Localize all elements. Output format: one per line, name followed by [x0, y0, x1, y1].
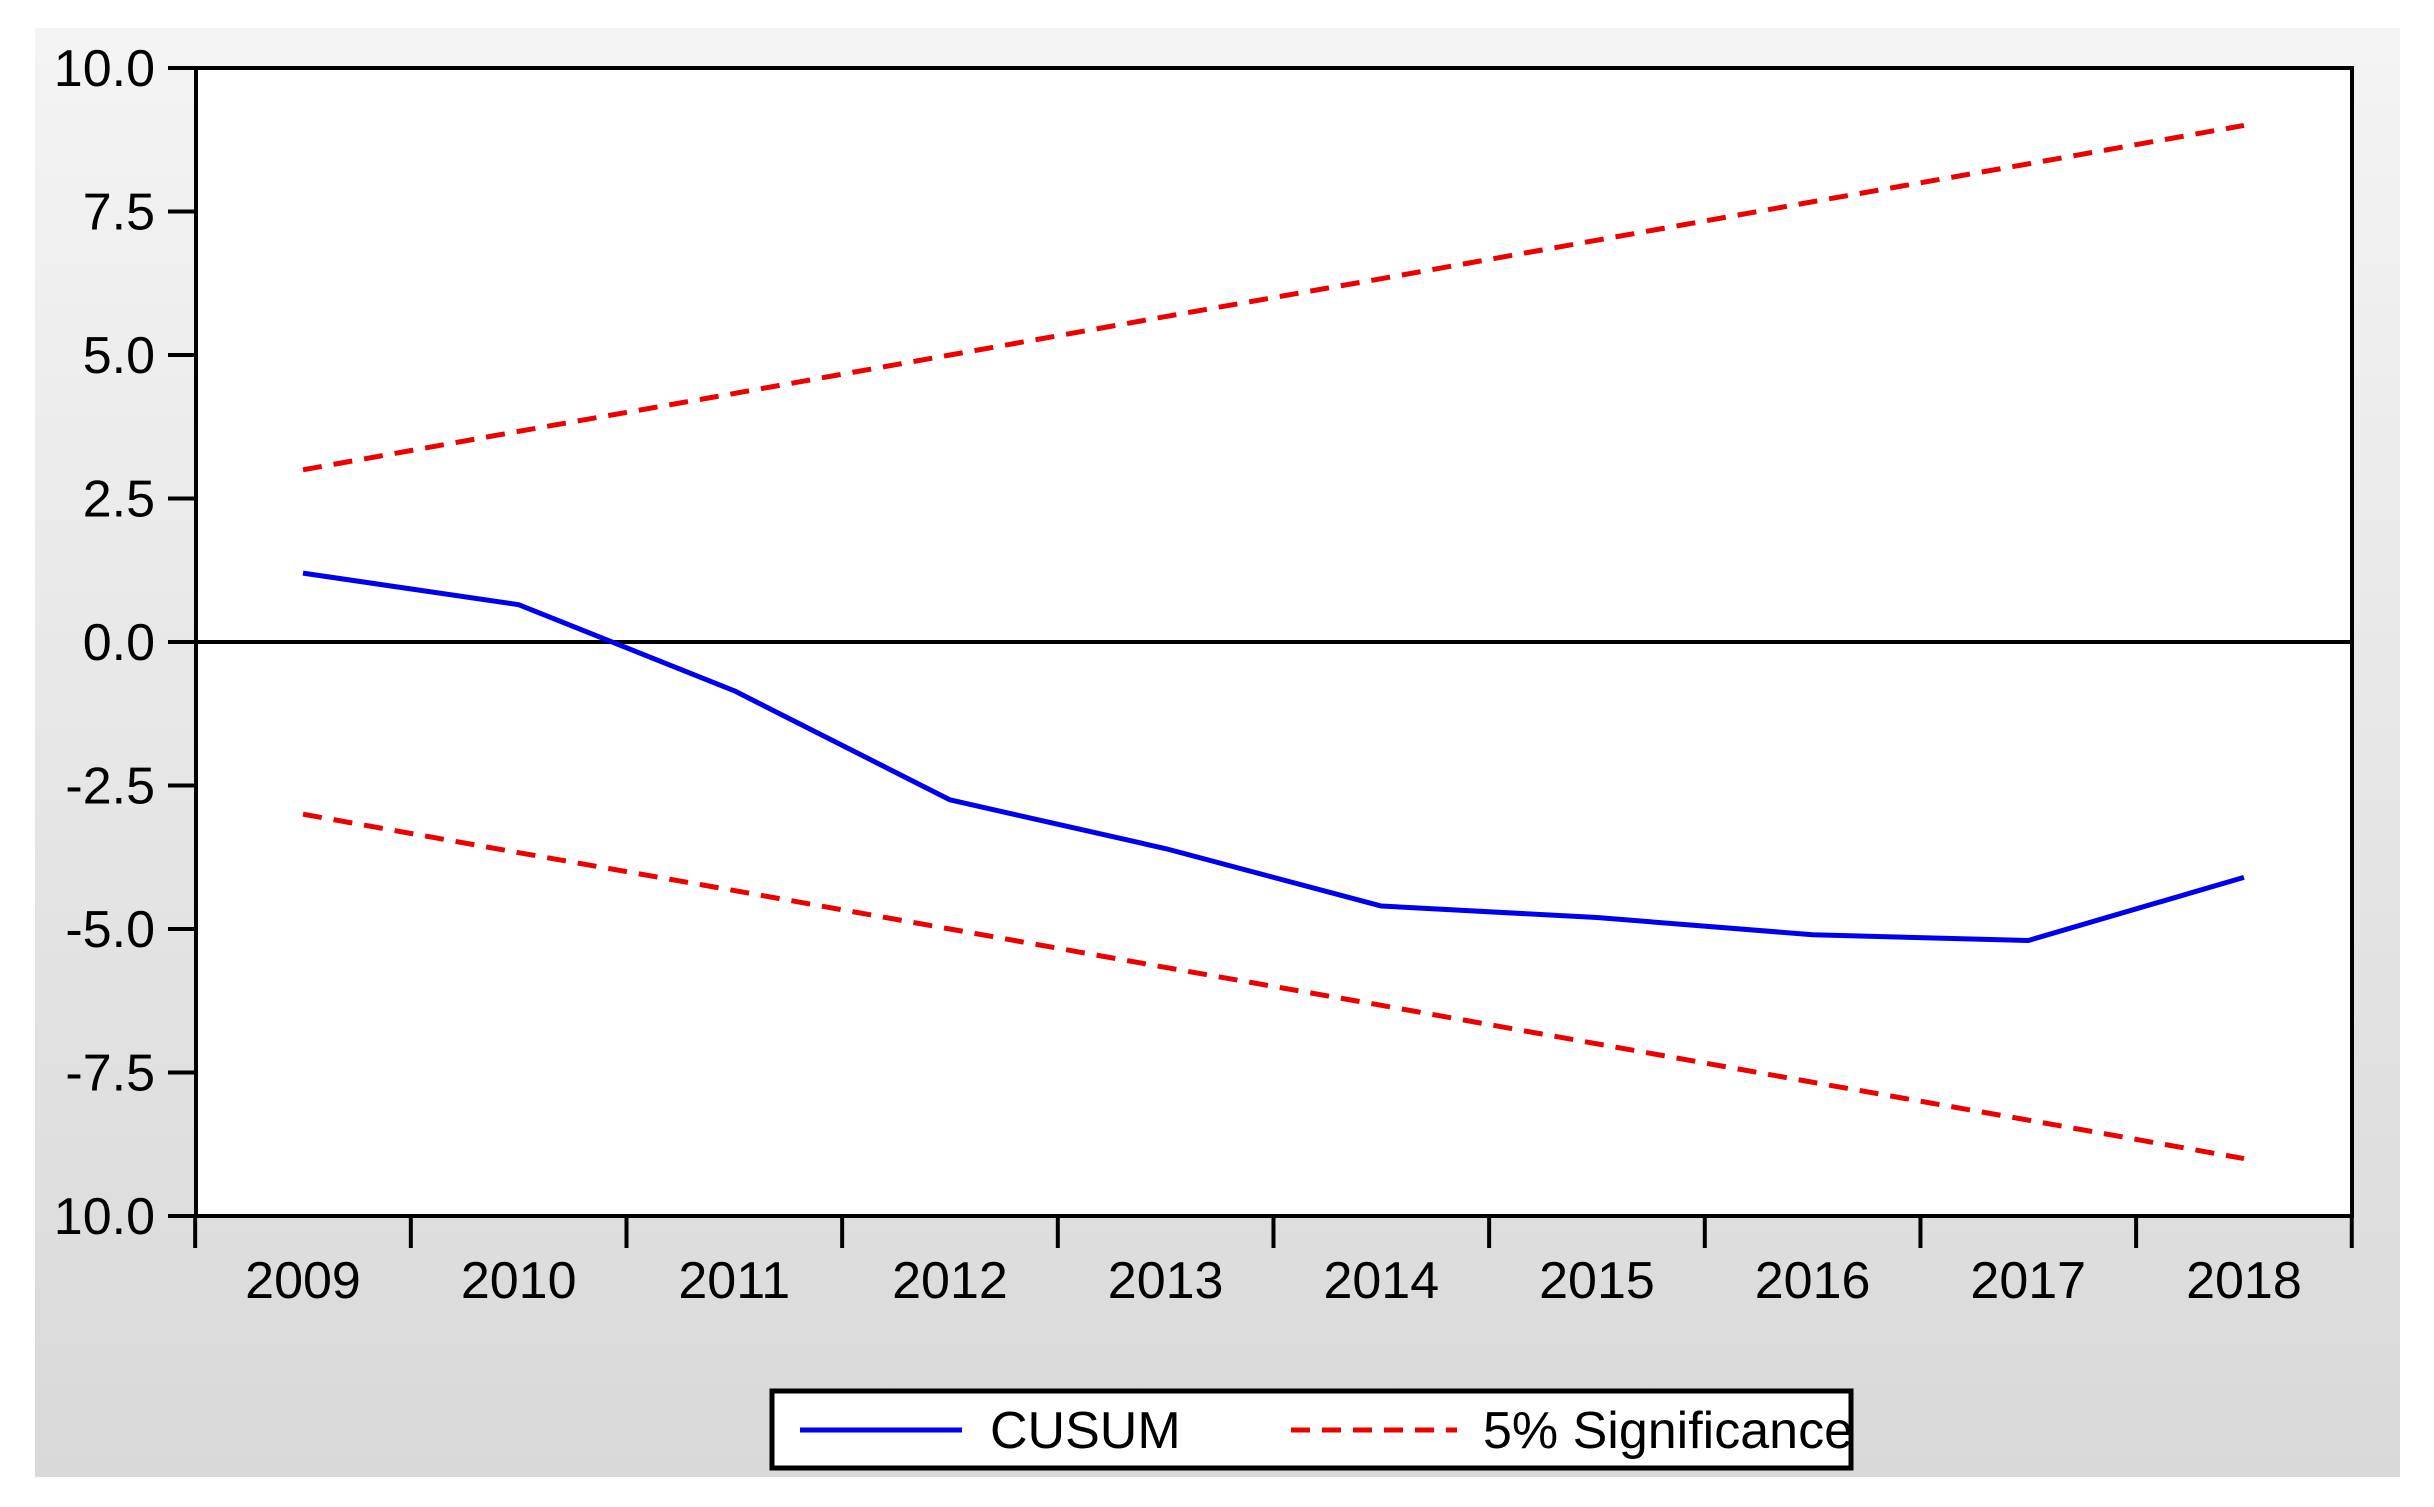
significance-lower-line — [302, 811, 2245, 1162]
x-tick-label: 2012 — [892, 1252, 1008, 1310]
y-tick-label: -5.0 — [65, 901, 155, 959]
y-tick-label: -2.5 — [65, 758, 155, 816]
series-lines — [302, 122, 2245, 1162]
x-tick-label: 2013 — [1108, 1252, 1224, 1310]
x-tick-label: 2010 — [461, 1252, 577, 1310]
x-tick-label: 2016 — [1755, 1252, 1871, 1310]
x-tick-label: 2015 — [1539, 1252, 1655, 1310]
x-tick-label: 2011 — [678, 1252, 790, 1310]
y-tick-label: 5.0 — [83, 327, 155, 385]
x-axis-ticks — [193, 1216, 2354, 1248]
y-axis-labels: 10.0 7.5 5.0 2.5 0.0 -2.5 -5.0 -7.5 10.0 — [54, 40, 155, 1246]
cusum-line — [302, 570, 2245, 943]
y-axis-ticks — [168, 66, 196, 1218]
x-tick-label: 2017 — [1970, 1252, 2086, 1310]
x-tick-label: 2009 — [245, 1252, 361, 1310]
significance-upper-line — [302, 122, 2245, 473]
y-tick-label: 2.5 — [83, 471, 155, 529]
y-tick-label: 7.5 — [83, 184, 155, 242]
y-tick-label: -7.5 — [65, 1045, 155, 1103]
x-tick-label: 2014 — [1323, 1252, 1439, 1310]
y-tick-label: 10.0 — [54, 40, 155, 98]
legend-significance-label: 5% Significance — [1483, 1402, 1853, 1460]
legend: CUSUM 5% Significance — [769, 1388, 1854, 1471]
legend-cusum-label: CUSUM — [990, 1402, 1181, 1460]
y-tick-label: 0.0 — [83, 614, 155, 672]
x-axis-labels: 2009 2010 2011 2012 2013 2014 2015 2016 2017 2018 — [245, 1252, 2302, 1310]
x-tick-label: 2018 — [2186, 1252, 2302, 1310]
y-tick-label: 10.0 — [54, 1188, 155, 1246]
